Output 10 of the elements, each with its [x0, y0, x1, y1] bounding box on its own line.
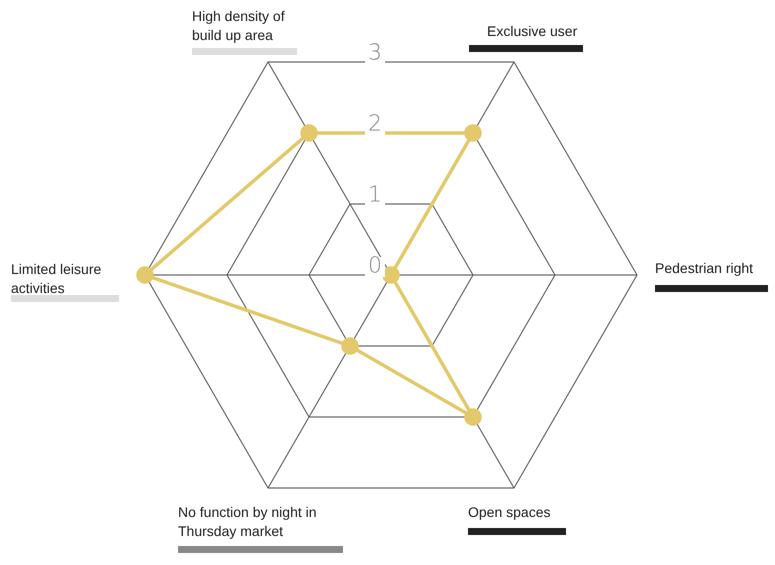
spoke-label: Open spaces — [468, 503, 552, 522]
spoke-label: Pedestrian right — [655, 259, 754, 278]
spoke-label: No function by night in Thursday market — [178, 503, 318, 541]
spoke-label: Exclusive user — [487, 22, 578, 41]
spoke-label: High density of build up area — [192, 7, 286, 45]
spoke-label: Limited leisure activities — [11, 260, 102, 298]
y-tick-label: 0 — [368, 254, 382, 279]
y-tick-label: 1 — [368, 182, 382, 208]
y-tick-label: 2 — [368, 112, 382, 137]
y-tick-label: 3 — [368, 40, 382, 66]
